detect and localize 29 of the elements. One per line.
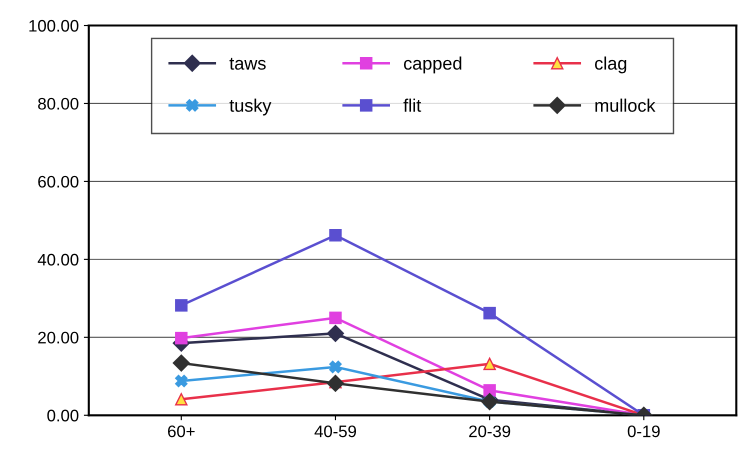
legend-label: taws bbox=[230, 58, 266, 70]
point bbox=[175, 299, 188, 312]
y-tick-label: 100.00 bbox=[29, 20, 78, 32]
point bbox=[329, 312, 342, 324]
y-tick-label: 20.00 bbox=[38, 332, 78, 344]
legend-label: capped bbox=[404, 56, 462, 74]
legend-label: flit bbox=[403, 98, 422, 112]
point bbox=[175, 393, 188, 406]
point bbox=[326, 374, 344, 392]
point bbox=[326, 324, 344, 342]
legend-label: clag bbox=[595, 56, 626, 74]
point bbox=[172, 354, 190, 372]
y-tick-label: 60.00 bbox=[38, 176, 78, 188]
point bbox=[175, 332, 188, 344]
x-tick-label: 20-39 bbox=[469, 425, 510, 438]
y-tick-label: 40.00 bbox=[38, 254, 78, 266]
legend-label: tusky bbox=[230, 98, 272, 116]
point bbox=[329, 228, 342, 242]
y-tick-label: 0.00 bbox=[47, 410, 78, 422]
point bbox=[483, 384, 496, 397]
y-tick-label: 80.00 bbox=[38, 98, 78, 110]
point bbox=[483, 306, 496, 320]
point bbox=[175, 374, 188, 388]
legend-label: mullock bbox=[595, 98, 656, 112]
point bbox=[483, 358, 496, 370]
x-tick-label: 60+ bbox=[168, 425, 195, 438]
x-tick-label: 0-19 bbox=[628, 425, 660, 438]
x-tick-label: 40-59 bbox=[314, 425, 356, 438]
point bbox=[329, 360, 342, 374]
